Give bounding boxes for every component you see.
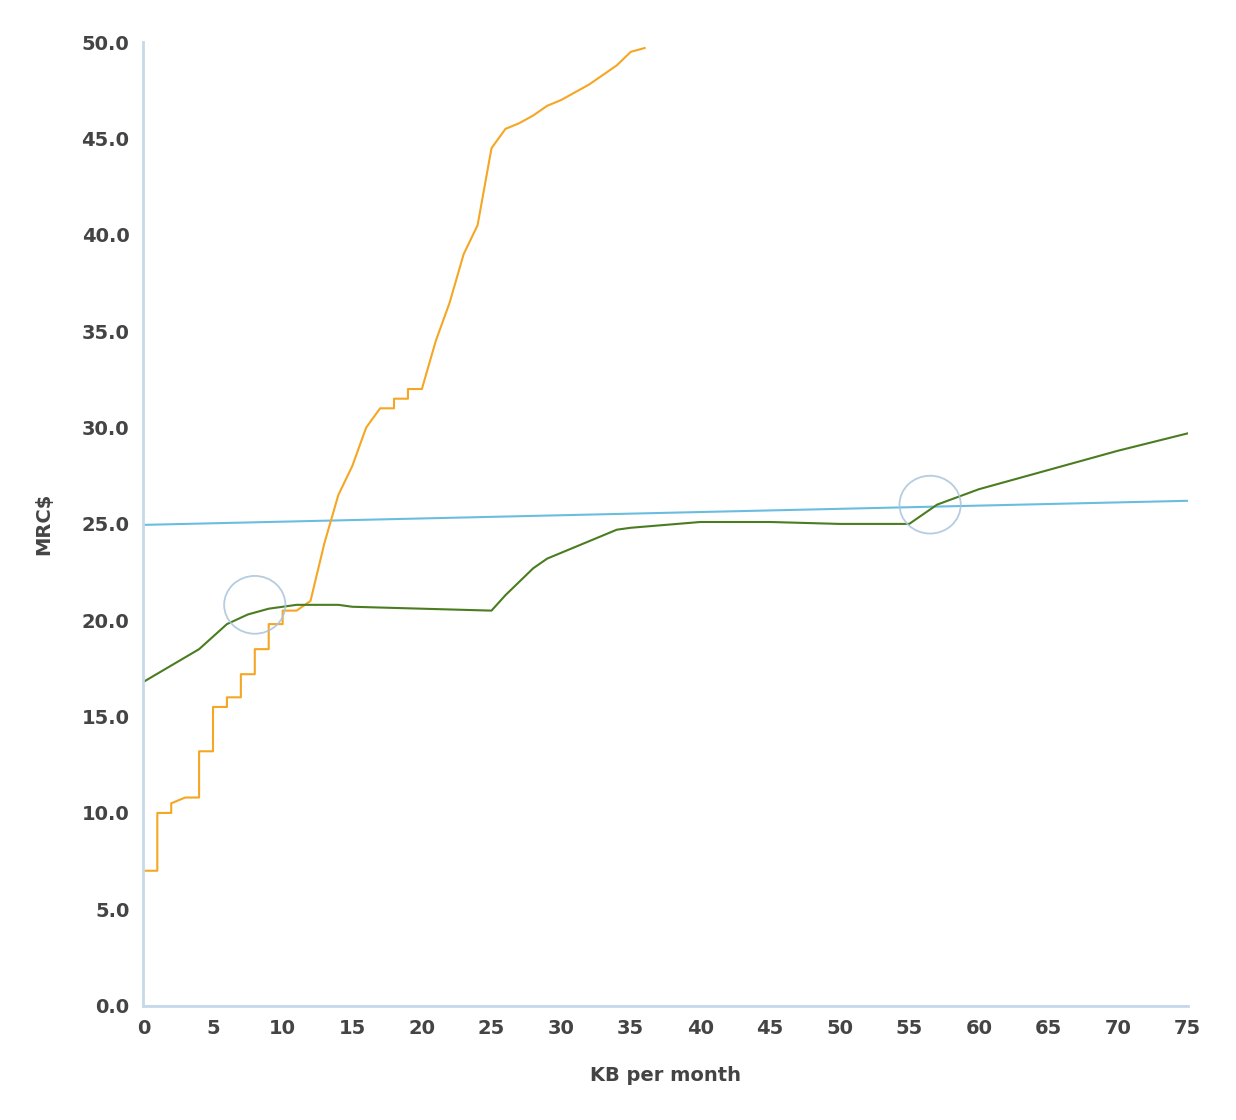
- X-axis label: KB per month: KB per month: [590, 1066, 742, 1085]
- Y-axis label: MRC$: MRC$: [35, 493, 53, 556]
